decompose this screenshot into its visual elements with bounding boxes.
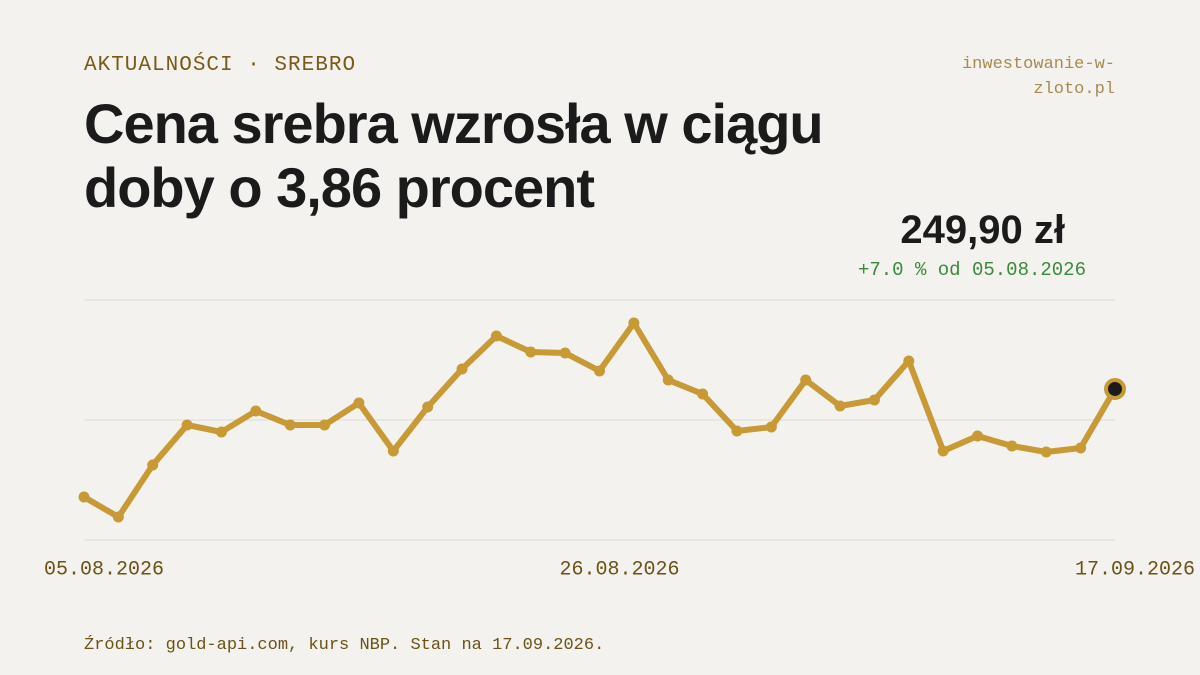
point <box>628 317 640 329</box>
point <box>147 459 159 471</box>
x-tick-label: 05.08.2026 <box>44 558 164 581</box>
point <box>662 374 674 386</box>
point <box>456 363 468 375</box>
point <box>284 419 296 431</box>
x-tick-label: 17.09.2026 <box>1075 558 1195 581</box>
point <box>181 419 193 431</box>
point <box>353 397 365 409</box>
point <box>800 374 812 386</box>
point <box>731 425 743 437</box>
price: 249,90 zł <box>900 208 1065 252</box>
point <box>78 491 90 503</box>
last-point <box>1104 377 1126 400</box>
point <box>937 445 949 457</box>
point <box>903 355 915 367</box>
point <box>215 426 227 438</box>
point <box>972 430 984 442</box>
point <box>594 365 605 377</box>
point <box>1075 442 1087 454</box>
point <box>834 400 846 412</box>
chart-title: Cena srebra wzrosła w ciągu doby o 3,86 … <box>84 92 824 219</box>
change: +7.0 % od 05.08.2026 <box>857 259 1086 281</box>
point <box>319 419 331 431</box>
point <box>1040 446 1052 458</box>
kicker: AKTUALNOŚCI · SREBRO <box>84 54 357 77</box>
x-tick-label: 26.08.2026 <box>559 558 679 581</box>
point <box>422 401 434 413</box>
point <box>697 388 709 400</box>
point <box>765 421 777 433</box>
point <box>387 445 399 457</box>
point <box>525 346 537 358</box>
point <box>250 405 262 417</box>
brand: inwestowanie-w-zloto.pl <box>961 55 1115 99</box>
point <box>490 330 502 342</box>
point <box>112 511 124 523</box>
source: Źródło: gold-api.com, kurs NBP. Stan na … <box>84 636 605 655</box>
point <box>559 347 571 359</box>
point <box>1006 440 1018 452</box>
point <box>868 394 880 406</box>
